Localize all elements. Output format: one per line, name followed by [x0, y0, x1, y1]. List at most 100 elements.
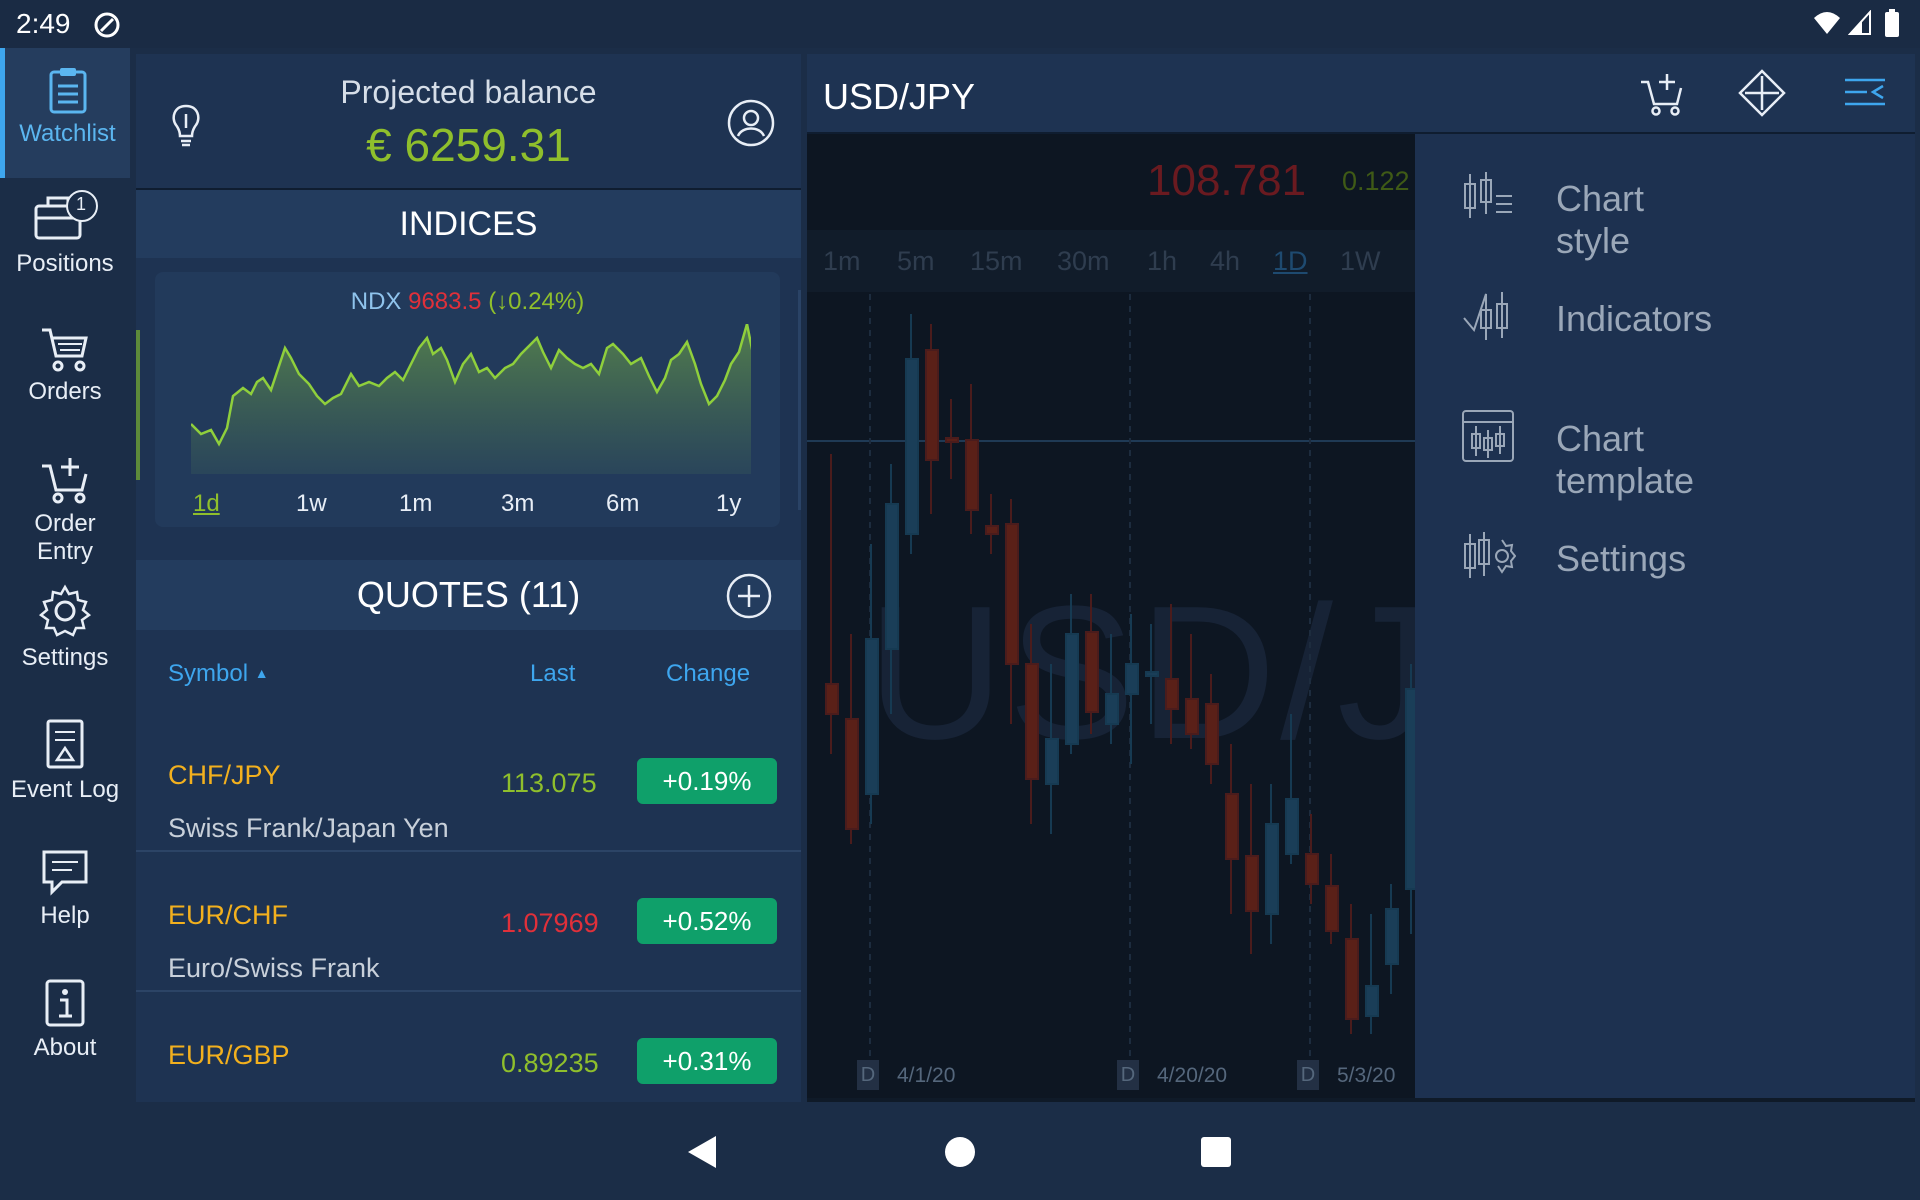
date-label: 5/3/20	[1337, 1064, 1396, 1087]
quote-name: Euro/Swiss Frank	[168, 953, 380, 983]
quote-name: Swiss Frank/Japan Yen	[168, 813, 449, 843]
sidebar-item-label-line2: Entry	[36, 538, 93, 565]
chart-options-menu: Chart style Indicators Chart template Se…	[1415, 134, 1915, 1098]
index-sparkline	[191, 324, 751, 474]
range-1y[interactable]: 1y	[716, 490, 742, 517]
menu-item-label: Chart style	[1556, 178, 1645, 261]
timeframe-1w[interactable]: 1W	[1340, 246, 1381, 276]
timeframe-4h[interactable]: 4h	[1210, 246, 1241, 276]
collapse-menu-icon[interactable]	[1843, 76, 1887, 110]
sort-ascending-icon: ▲	[254, 665, 269, 681]
positions-count-badge: 1	[76, 194, 87, 214]
menu-item-label: Indicators	[1556, 298, 1713, 339]
quote-change-badge: +0.19%	[637, 758, 777, 804]
chart-pair-title: USD/JPY	[823, 76, 976, 117]
index-quote: NDX 9683.5 (↓0.24%)	[155, 288, 780, 316]
sidebar: Watchlist 1 Positions Orders Order Entry	[0, 48, 130, 1104]
quote-change-badge: +0.52%	[637, 898, 777, 944]
gear-icon	[38, 584, 92, 637]
quote-symbol: EUR/GBP	[168, 1040, 290, 1070]
balance-title: Projected balance	[340, 74, 597, 110]
chart-style-icon	[1464, 172, 1512, 218]
index-symbol: NDX	[350, 288, 402, 315]
add-quote-icon[interactable]	[726, 573, 772, 619]
balance-value: € 6259.31	[366, 119, 571, 171]
account-icon[interactable]	[726, 98, 776, 148]
quote-row[interactable]: EUR/CHF Euro/Swiss Frank 1.07969 +0.52%	[136, 852, 801, 992]
index-price: 9683.5	[408, 288, 482, 315]
symbol-header-label: Symbol	[168, 660, 249, 687]
quote-last: 1.07969	[501, 908, 599, 938]
sidebar-item-settings[interactable]: Settings	[0, 584, 130, 694]
index-change: (↓0.24%)	[488, 288, 585, 315]
quote-last: 0.89235	[501, 1048, 599, 1078]
candlestick-chart[interactable]: USD/J 108.781 0.122	[807, 134, 1415, 1098]
range-1d[interactable]: 1d	[193, 490, 220, 517]
cart-plus-icon[interactable]	[1639, 72, 1685, 116]
quotes-title: QUOTES (11)	[356, 574, 581, 615]
timeframe-1d[interactable]: 1D	[1273, 246, 1308, 276]
home-icon[interactable]	[944, 1136, 976, 1168]
quote-symbol: CHF/JPY	[168, 760, 281, 790]
prev-card-edge	[136, 330, 140, 480]
indices-title: INDICES	[399, 205, 538, 243]
index-chart-card[interactable]: NDX 9683.5 (↓0.24%) 1d 1w 1m 3m 6m 1y	[155, 272, 780, 527]
timeframe-30m[interactable]: 30m	[1057, 246, 1110, 276]
chart-settings-icon	[1464, 532, 1517, 578]
chart-change: 0.122	[1342, 166, 1410, 196]
next-card-edge	[798, 290, 801, 510]
sidebar-item-label: Positions	[16, 250, 114, 277]
quote-symbol: EUR/CHF	[168, 900, 288, 930]
quote-row[interactable]: EUR/GBP 0.89235 +0.31%	[136, 992, 801, 1098]
sidebar-item-order-entry[interactable]: Order Entry	[0, 456, 130, 576]
quotes-table-header: Symbol ▲ Last Change	[136, 632, 801, 712]
back-icon[interactable]	[686, 1134, 718, 1170]
timeframe-1h[interactable]: 1h	[1147, 246, 1178, 276]
menu-item-indicators[interactable]: Indicators	[1460, 288, 1712, 348]
timeframe-15m[interactable]: 15m	[970, 246, 1023, 276]
symbol-column-header[interactable]: Symbol ▲	[168, 660, 269, 688]
chart-price: 108.781	[1147, 156, 1307, 205]
sidebar-item-positions[interactable]: 1 Positions	[0, 188, 130, 298]
sidebar-item-watchlist[interactable]: Watchlist	[0, 48, 130, 178]
range-1m[interactable]: 1m	[399, 490, 433, 517]
quote-last: 113.075	[501, 768, 597, 798]
menu-item-chart-template[interactable]: Chart template	[1460, 408, 1694, 501]
sidebar-item-event-log[interactable]: Event Log	[0, 718, 130, 828]
lightbulb-icon[interactable]	[166, 100, 206, 148]
sidebar-item-orders[interactable]: Orders	[0, 324, 130, 424]
recents-icon[interactable]	[1200, 1136, 1232, 1168]
wifi-icon	[1814, 12, 1840, 34]
status-time: 2:49	[16, 8, 71, 39]
signal-icon	[1848, 10, 1871, 35]
status-bar: 2:49	[0, 0, 1920, 48]
sidebar-item-help[interactable]: Help	[0, 848, 130, 958]
menu-item-label: Settings	[1556, 538, 1687, 579]
sidebar-item-label: Order	[34, 510, 96, 537]
sidebar-item-label: Watchlist	[19, 120, 116, 147]
sidebar-item-label: About	[33, 1034, 97, 1061]
chart-watermark: USD/J	[867, 567, 1415, 779]
quote-row[interactable]: CHF/JPY Swiss Frank/Japan Yen 113.075 +0…	[136, 712, 801, 852]
date-tag: D	[857, 1060, 879, 1090]
move-arrows-icon[interactable]	[1737, 68, 1787, 118]
change-column-header[interactable]: Change	[666, 660, 751, 687]
timeframe-5m[interactable]: 5m	[897, 246, 935, 276]
info-icon	[45, 979, 85, 1027]
menu-item-label: Chart template	[1556, 418, 1695, 501]
timeframe-1m[interactable]: 1m	[823, 246, 861, 276]
menu-item-chart-settings[interactable]: Settings	[1460, 528, 1686, 588]
date-tag: D	[1297, 1060, 1319, 1090]
last-column-header[interactable]: Last	[530, 660, 576, 687]
menu-item-chart-style[interactable]: Chart style	[1460, 168, 1644, 261]
date-label: 4/1/20	[897, 1064, 956, 1087]
chart-header: USD/JPY	[807, 54, 1915, 134]
indices-header: INDICES	[136, 190, 801, 258]
sidebar-item-label: Event Log	[10, 776, 120, 803]
sidebar-item-about[interactable]: About	[0, 978, 130, 1088]
range-3m[interactable]: 3m	[501, 490, 535, 517]
range-1w[interactable]: 1w	[296, 490, 327, 517]
balance-header: Projected balance € 6259.31	[136, 54, 801, 190]
cart-icon	[42, 328, 88, 372]
range-6m[interactable]: 6m	[606, 490, 640, 517]
